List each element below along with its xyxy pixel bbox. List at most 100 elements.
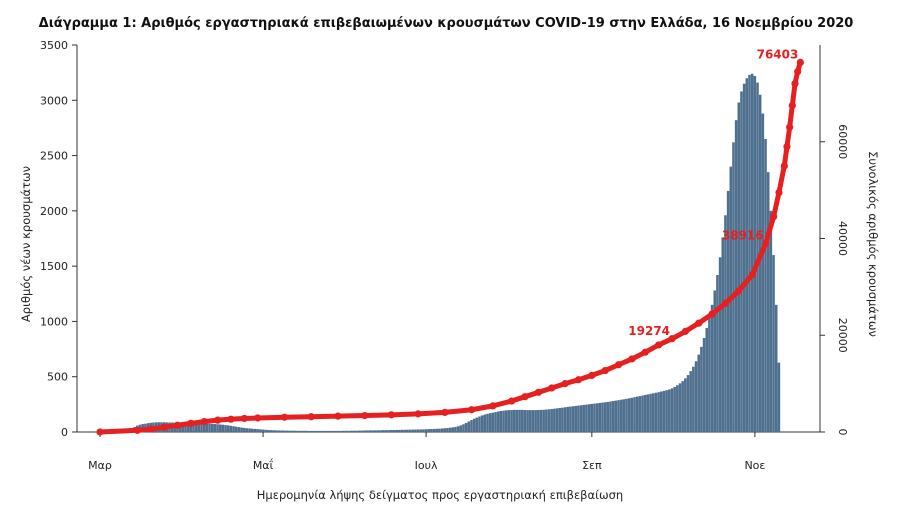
cumulative-point [588,371,596,380]
bar [582,404,586,432]
bar [710,304,714,432]
bar [619,399,623,432]
annotations: 19274 38916 76403 [628,47,798,337]
bar [446,428,449,432]
right-axis: 0 20000 40000 60000 [819,45,849,436]
bar-series [104,73,781,433]
bar [333,430,337,432]
bar [496,411,500,432]
bar [483,414,487,432]
cumulative-point [614,361,623,369]
bar [424,429,428,432]
bar [430,429,433,432]
bar [499,410,503,432]
bar [408,429,412,432]
bar [245,428,249,432]
bar [349,430,353,432]
cumulative-point [641,348,649,356]
x-tick-label: Μαΐ [253,458,274,472]
cumulative-point [748,271,756,279]
bar [277,430,281,432]
bar [766,172,770,432]
bar [229,425,233,432]
bar [641,395,644,432]
cumulative-point [200,417,208,426]
bar [355,430,358,432]
bar [464,422,468,432]
cumulative-point [655,341,663,349]
bar [555,408,559,432]
bar [392,430,396,432]
y-right-tick-label: 0 [836,429,849,436]
bar [248,428,251,432]
y-right-tick-label: 60000 [836,124,849,159]
bar [213,424,217,432]
bar [264,429,267,432]
cumulative-series [96,58,804,436]
bar [486,413,489,432]
bar [684,378,687,432]
bar [502,410,505,432]
bar [510,409,513,432]
bar [488,413,492,432]
cumulative-point [681,327,690,335]
bar [376,430,380,432]
bar [769,210,773,432]
bar [299,430,302,432]
x-axis-label: Ημερομηνία λήψης δείγματος προς εργαστηρ… [257,488,623,502]
bar [654,392,658,432]
bar [459,425,463,432]
cumulative-point [173,421,182,429]
bar [569,406,572,432]
bar [561,407,564,432]
cumulative-point [796,58,804,67]
bar [325,430,329,432]
bar [360,430,364,432]
bar [745,78,749,433]
bar [416,429,420,432]
cumulative-point [561,380,569,388]
y-left-tick-label: 3500 [40,39,68,52]
bar [753,75,757,433]
bar [440,428,444,432]
cumulative-point [387,411,395,419]
bar [734,120,738,432]
x-tick-label: Νοε [744,459,765,472]
bar [643,394,647,432]
bar [635,396,639,432]
cumulative-point [96,428,104,436]
cumulative-point [708,310,716,318]
bar [587,404,591,432]
y-left-tick-label: 1000 [40,315,68,328]
bar [579,405,583,432]
bar [200,423,203,432]
bar [724,215,727,432]
bar [480,415,484,432]
cumulative-point [160,423,168,431]
bar [668,389,671,432]
bar [411,429,414,432]
bar [184,423,187,432]
bar [216,424,219,432]
y-left-tick-label: 0 [61,426,68,439]
bar [515,409,519,432]
bar [702,338,706,432]
bar [344,430,348,432]
bar [280,430,283,432]
bar [542,409,545,432]
bar [708,317,711,432]
bar [419,429,422,432]
cumulative-point [735,287,743,295]
bar [400,429,404,432]
cumulative-point [334,412,342,420]
cumulative-point [414,410,422,418]
bar [189,423,193,432]
bar [272,430,275,432]
bar [577,405,580,432]
bar [256,429,259,432]
cumulative-point [534,388,542,396]
bar [470,420,473,432]
bar [571,406,575,432]
bar [550,409,553,432]
